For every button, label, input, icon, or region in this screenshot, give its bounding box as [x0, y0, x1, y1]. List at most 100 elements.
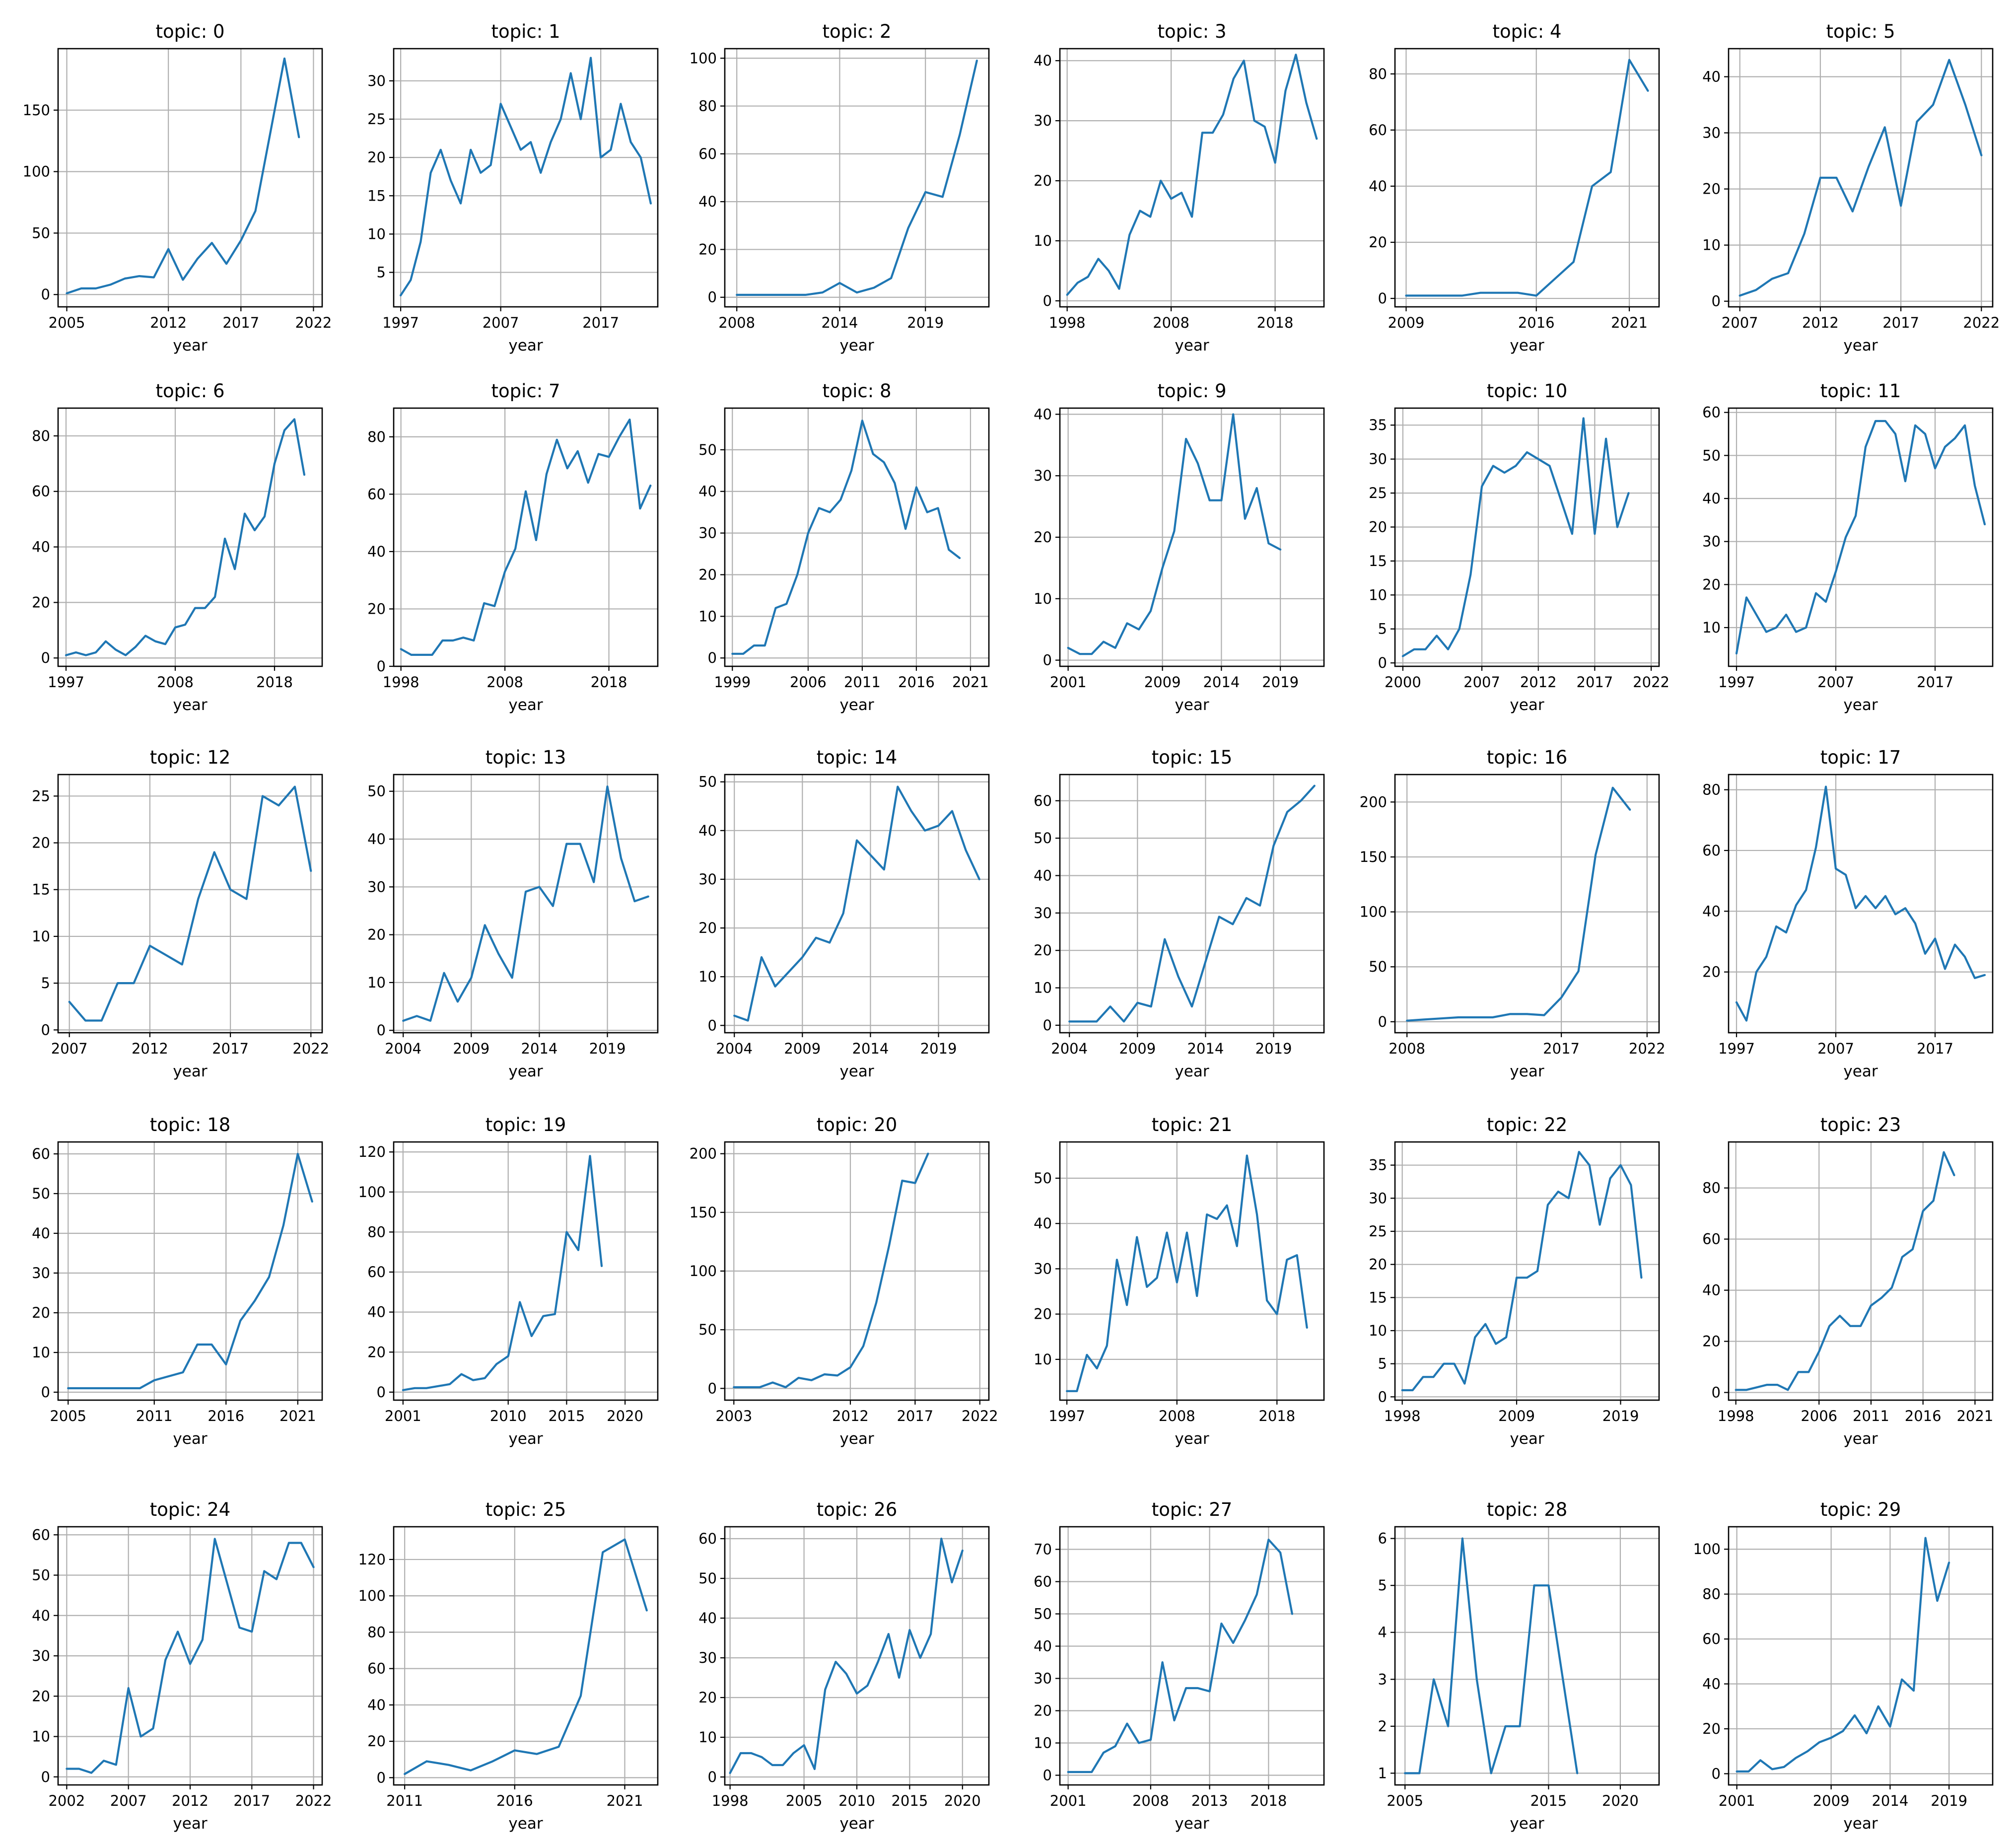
x-tick-label: 2016 [1905, 1408, 1942, 1424]
x-tick-label: 2018 [256, 674, 293, 691]
y-tick-label: 0 [377, 1769, 386, 1786]
series-line [399, 57, 652, 297]
chart-title: topic: 8 [822, 380, 891, 402]
y-tick-label: 30 [1034, 1670, 1052, 1687]
x-tick-label: 2014 [1872, 1792, 1908, 1809]
chart-title: topic: 21 [1152, 1114, 1233, 1136]
chart-title: topic: 29 [1820, 1499, 1901, 1520]
y-tick-label: 0 [377, 658, 386, 675]
y-tick-label: 35 [1369, 417, 1387, 433]
x-tick-label: 2005 [49, 314, 85, 331]
x-tick-label: 2007 [1817, 1040, 1854, 1057]
y-tick-label: 40 [1034, 52, 1052, 69]
series-line [1735, 785, 1986, 1022]
series-line [68, 785, 312, 1022]
y-tick-label: 30 [367, 72, 386, 89]
x-axis-label: year [173, 337, 207, 355]
x-tick-label: 2009 [1144, 674, 1181, 691]
series-line [1736, 1537, 1950, 1773]
y-tick-label: 0 [377, 1022, 386, 1039]
chart-panel-3: 1998 2008 2018 0 10 20 30 40 topic: 3 year [1034, 21, 1325, 355]
y-tick-label: 0 [1712, 293, 1721, 310]
y-tick-label: 100 [690, 50, 717, 67]
y-tick-label: 60 [1702, 1631, 1721, 1647]
x-axis-label: year [1175, 337, 1209, 355]
y-tick-label: 60 [1034, 1573, 1052, 1590]
y-tick-label: 60 [367, 486, 386, 502]
chart-title: topic: 19 [486, 1114, 566, 1136]
chart-panel-14: 2004 2009 2014 2019 0 10 20 30 40 50 topic: 14 year [698, 747, 990, 1080]
chart-panel-0: 2005 2012 2017 2022 0 50 100 150 topic: 0 year [23, 21, 332, 355]
chart-title: topic: 2 [822, 21, 891, 42]
x-tick-label: 2007 [110, 1792, 147, 1809]
x-tick-label: 2007 [1722, 314, 1758, 331]
y-tick-label: 0 [1378, 1013, 1387, 1030]
chart-title: topic: 9 [1157, 380, 1226, 402]
chart-panel-22: 1998 2009 2019 0 5 10 15 20 25 30 35 topic: 22 year [1369, 1114, 1660, 1448]
x-axis-label: year [173, 1430, 207, 1448]
chart-title: topic: 20 [817, 1114, 898, 1136]
y-tick-label: 0 [41, 649, 50, 666]
y-tick-label: 80 [1702, 781, 1721, 798]
y-tick-label: 20 [32, 1304, 50, 1321]
chart-title: topic: 25 [486, 1499, 566, 1520]
y-tick-label: 20 [698, 920, 717, 936]
x-tick-label: 2014 [852, 1040, 889, 1057]
y-tick-label: 10 [32, 1344, 50, 1361]
x-axis-label: year [508, 1815, 543, 1833]
x-tick-label: 2019 [907, 314, 944, 331]
chart-title: topic: 15 [1152, 747, 1233, 768]
series-line [1401, 417, 1630, 657]
y-tick-label: 0 [377, 1384, 386, 1401]
x-tick-label: 2017 [1882, 314, 1919, 331]
chart-title: topic: 17 [1820, 747, 1901, 768]
x-tick-label: 1998 [1384, 1408, 1421, 1424]
chart-title: topic: 7 [491, 380, 560, 402]
x-tick-label: 2021 [1611, 314, 1648, 331]
y-tick-label: 10 [698, 608, 717, 625]
y-tick-label: 0 [1043, 292, 1052, 309]
chart-panel-5: 2007 2012 2017 2022 0 10 20 30 40 topic: 5 year [1702, 21, 2000, 355]
series-line [1405, 59, 1649, 297]
x-tick-label: 2020 [1602, 1792, 1639, 1809]
y-tick-label: 10 [367, 225, 386, 242]
series-line [1404, 1537, 1579, 1775]
y-tick-label: 40 [1702, 490, 1721, 507]
y-tick-label: 20 [1702, 181, 1721, 198]
y-tick-label: 150 [23, 102, 50, 119]
x-axis-label: year [839, 1815, 874, 1833]
x-tick-label: 1997 [1718, 674, 1755, 691]
y-tick-label: 80 [1702, 1180, 1721, 1197]
plot-frame [393, 407, 659, 667]
chart-panel-18: 2005 2011 2016 2021 0 10 20 30 40 50 60 topic: 18 ye… [32, 1114, 323, 1448]
y-tick-label: 60 [1369, 122, 1387, 139]
y-tick-label: 50 [698, 441, 717, 458]
x-axis-label: year [173, 1815, 207, 1833]
y-tick-label: 40 [367, 1697, 386, 1713]
y-tick-label: 30 [698, 871, 717, 888]
y-tick-label: 40 [1034, 1215, 1052, 1232]
y-tick-label: 20 [698, 566, 717, 583]
y-tick-label: 5 [1378, 1577, 1387, 1594]
x-tick-label: 2001 [385, 1408, 421, 1424]
y-tick-label: 20 [32, 594, 50, 611]
y-tick-label: 50 [698, 1321, 717, 1338]
x-tick-label: 2022 [1629, 1040, 1666, 1057]
plot-frame [1059, 1141, 1325, 1401]
x-tick-label: 2018 [1250, 1792, 1287, 1809]
x-axis-label: year [508, 337, 543, 355]
y-tick-label: 80 [1702, 1586, 1721, 1603]
x-tick-label: 2011 [136, 1408, 173, 1424]
y-tick-label: 30 [32, 1265, 50, 1281]
x-tick-label: 2009 [1388, 314, 1425, 331]
y-tick-label: 60 [32, 1145, 50, 1162]
x-tick-label: 2010 [838, 1792, 875, 1809]
chart-title: topic: 27 [1152, 1499, 1233, 1520]
y-tick-label: 100 [1360, 904, 1387, 921]
chart-title: topic: 0 [155, 21, 224, 42]
y-tick-label: 20 [698, 241, 717, 258]
y-tick-label: 6 [1378, 1530, 1387, 1547]
plot-frame [393, 48, 659, 308]
plot-frame [57, 1526, 323, 1786]
chart-title: topic: 12 [150, 747, 231, 768]
